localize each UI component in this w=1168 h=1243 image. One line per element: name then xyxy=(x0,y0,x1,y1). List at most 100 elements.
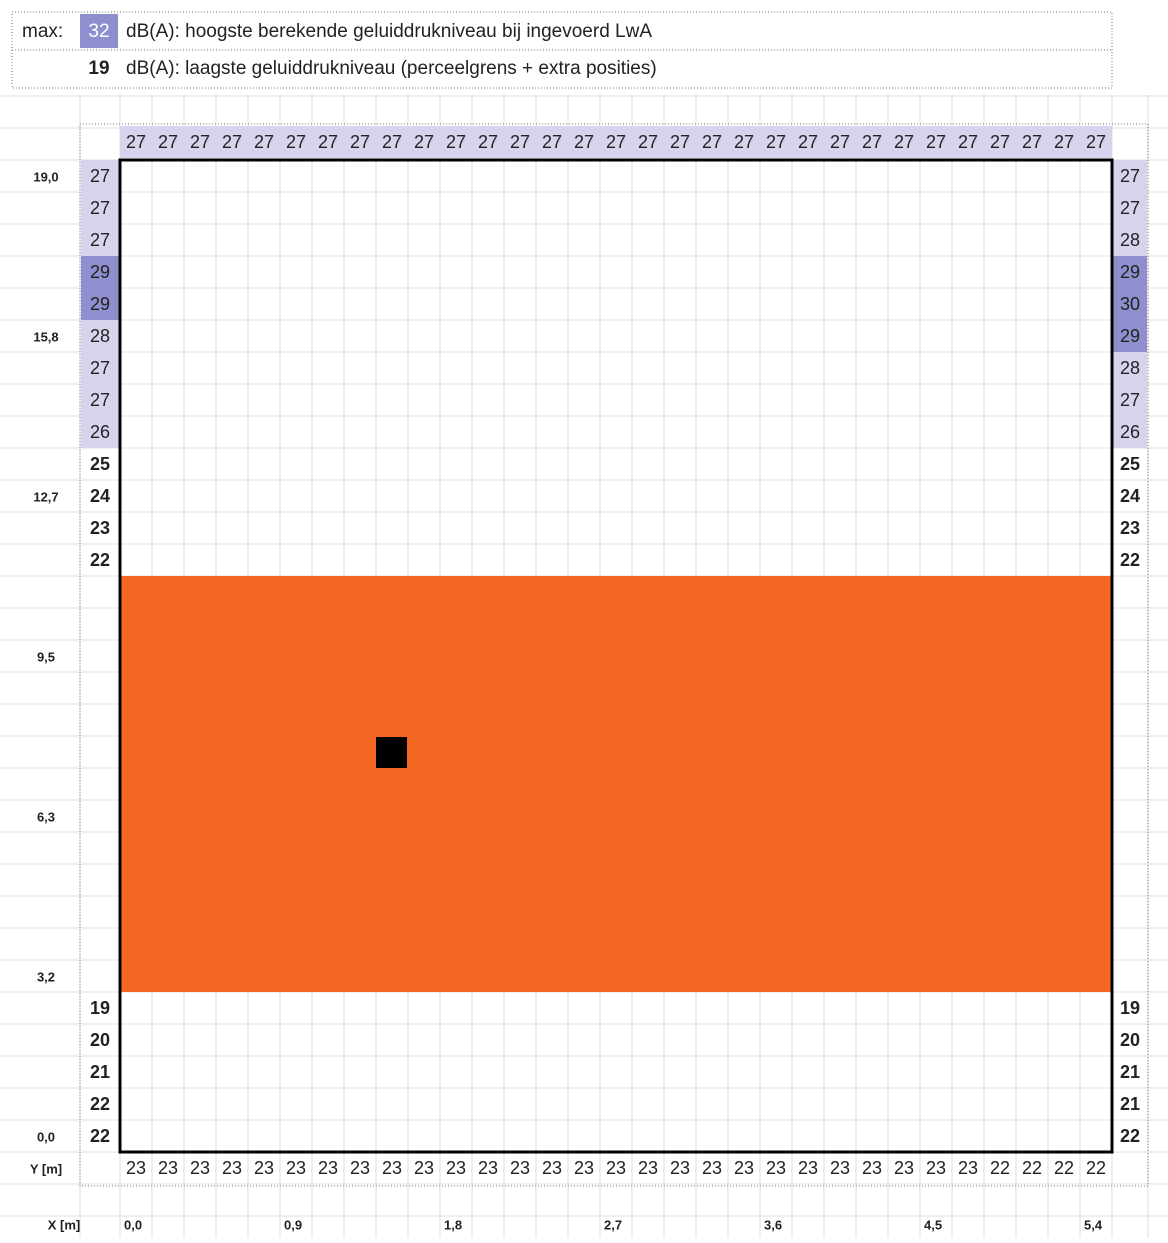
bottom-value: 23 xyxy=(286,1158,306,1178)
bottom-value: 23 xyxy=(574,1158,594,1178)
y-label: 12,7 xyxy=(33,489,58,504)
right-value: 30 xyxy=(1120,294,1140,314)
top-value: 27 xyxy=(926,132,946,152)
left-cell xyxy=(81,224,119,256)
top-value: 27 xyxy=(702,132,722,152)
top-value: 27 xyxy=(222,132,242,152)
bottom-value: 23 xyxy=(830,1158,850,1178)
bottom-value: 22 xyxy=(1086,1158,1106,1178)
bottom-value: 23 xyxy=(894,1158,914,1178)
right-value: 24 xyxy=(1120,486,1140,506)
left-cell xyxy=(81,416,119,448)
top-cell xyxy=(504,126,536,158)
bottom-value: 23 xyxy=(670,1158,690,1178)
right-cell xyxy=(1113,160,1147,192)
source-marker xyxy=(376,737,407,768)
bottom-value: 23 xyxy=(446,1158,466,1178)
top-cell xyxy=(664,126,696,158)
top-cell xyxy=(952,126,984,158)
top-value: 27 xyxy=(734,132,754,152)
x-label: 0,0 xyxy=(124,1217,142,1232)
right-value: 20 xyxy=(1120,1030,1140,1050)
top-cell xyxy=(984,126,1016,158)
y-label: 0,0 xyxy=(37,1129,55,1144)
top-value: 27 xyxy=(318,132,338,152)
top-value: 27 xyxy=(350,132,370,152)
top-cell xyxy=(632,126,664,158)
left-cell xyxy=(81,320,119,352)
top-value: 27 xyxy=(510,132,530,152)
top-cell xyxy=(792,126,824,158)
bottom-value: 23 xyxy=(414,1158,434,1178)
top-cell xyxy=(824,126,856,158)
top-cell xyxy=(696,126,728,158)
bottom-value: 23 xyxy=(862,1158,882,1178)
right-value: 21 xyxy=(1120,1094,1140,1114)
top-value: 27 xyxy=(766,132,786,152)
left-value: 29 xyxy=(90,294,110,314)
right-cell xyxy=(1113,416,1147,448)
left-cell xyxy=(81,192,119,224)
left-value: 27 xyxy=(90,358,110,378)
top-value: 27 xyxy=(158,132,178,152)
top-value: 27 xyxy=(190,132,210,152)
right-cell xyxy=(1113,192,1147,224)
bottom-value: 23 xyxy=(510,1158,530,1178)
right-cell xyxy=(1113,352,1147,384)
bottom-value: 22 xyxy=(990,1158,1010,1178)
bottom-value: 23 xyxy=(478,1158,498,1178)
left-value: 22 xyxy=(90,550,110,570)
max-text: dB(A): hoogste berekende geluiddruknivea… xyxy=(126,21,652,42)
top-cell xyxy=(920,126,952,158)
y-label: 6,3 xyxy=(37,809,55,824)
top-cell xyxy=(472,126,504,158)
bottom-value: 23 xyxy=(382,1158,402,1178)
bottom-value: 23 xyxy=(926,1158,946,1178)
x-title: X [m] xyxy=(48,1217,81,1232)
top-cell xyxy=(1016,126,1048,158)
left-value: 20 xyxy=(90,1030,110,1050)
left-value: 22 xyxy=(90,1126,110,1146)
left-value: 27 xyxy=(90,390,110,410)
top-value: 27 xyxy=(542,132,562,152)
top-value: 27 xyxy=(126,132,146,152)
left-value: 26 xyxy=(90,422,110,442)
bottom-value: 22 xyxy=(1022,1158,1042,1178)
min-text: dB(A): laagste geluiddrukniveau (perceel… xyxy=(126,58,657,79)
left-value: 22 xyxy=(90,1094,110,1114)
right-value: 21 xyxy=(1120,1062,1140,1082)
top-value: 27 xyxy=(670,132,690,152)
top-value: 27 xyxy=(1054,132,1074,152)
bottom-value: 23 xyxy=(126,1158,146,1178)
bottom-value: 23 xyxy=(766,1158,786,1178)
x-label: 1,8 xyxy=(444,1217,462,1232)
y-label: 15,8 xyxy=(33,329,58,344)
y-title: Y [m] xyxy=(30,1161,62,1176)
plot-boundary xyxy=(118,158,1114,1154)
right-value: 19 xyxy=(1120,998,1140,1018)
top-cell xyxy=(568,126,600,158)
bottom-value: 23 xyxy=(798,1158,818,1178)
top-cell xyxy=(1080,126,1112,158)
left-value: 29 xyxy=(90,262,110,282)
table-box xyxy=(79,123,1149,1187)
bottom-value: 23 xyxy=(606,1158,626,1178)
bottom-value: 23 xyxy=(542,1158,562,1178)
top-value: 27 xyxy=(414,132,434,152)
x-label: 4,5 xyxy=(924,1217,942,1232)
top-value: 27 xyxy=(286,132,306,152)
right-value: 22 xyxy=(1120,550,1140,570)
top-value: 27 xyxy=(798,132,818,152)
left-value: 28 xyxy=(90,326,110,346)
right-value: 27 xyxy=(1120,390,1140,410)
left-value: 25 xyxy=(90,454,110,474)
bottom-value: 22 xyxy=(1054,1158,1074,1178)
left-value: 24 xyxy=(90,486,110,506)
left-value: 27 xyxy=(90,230,110,250)
top-cell xyxy=(248,126,280,158)
bottom-value: 23 xyxy=(350,1158,370,1178)
top-cell xyxy=(280,126,312,158)
top-cell xyxy=(1048,126,1080,158)
top-value: 27 xyxy=(478,132,498,152)
